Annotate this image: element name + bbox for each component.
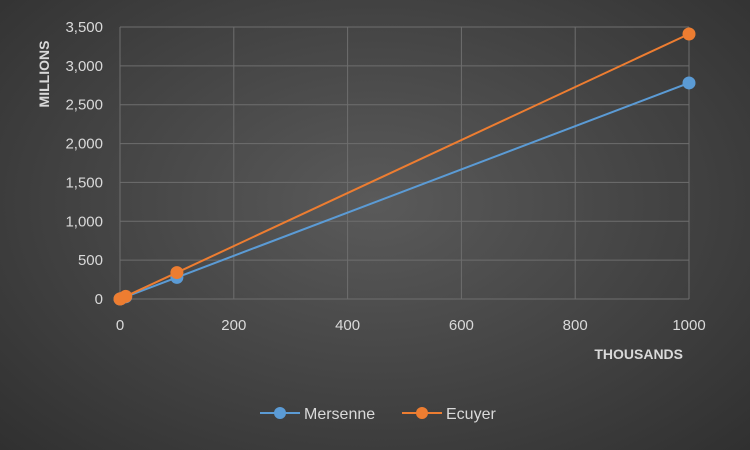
series-mersenne — [113, 76, 696, 306]
y-tick-label: 500 — [78, 252, 103, 269]
legend-marker — [416, 407, 428, 419]
legend-label: Ecuyer — [446, 406, 496, 423]
series-line — [119, 82, 690, 300]
x-tick-label: 0 — [116, 317, 124, 334]
legend-label: Mersenne — [304, 406, 375, 423]
x-tick-label: 200 — [221, 317, 246, 334]
x-axis-title: THOUSANDS — [594, 346, 683, 362]
y-tick-label: 3,500 — [65, 19, 103, 36]
y-tick-labels: 0 500 1,000 1,500 2,000 2,500 3,000 3,500 — [65, 19, 103, 308]
grid-lines — [119, 26, 690, 300]
x-tick-label: 1000 — [672, 317, 705, 334]
y-axis-title: MILLIONS — [36, 41, 52, 108]
series-ecuyer — [113, 27, 696, 306]
x-tick-labels: 0 200 400 600 800 1000 — [116, 317, 706, 334]
x-tick-label: 600 — [449, 317, 474, 334]
legend-item-ecuyer: Ecuyer — [402, 406, 496, 423]
x-tick-label: 800 — [563, 317, 588, 334]
y-tick-label: 3,000 — [65, 58, 103, 75]
data-point — [682, 27, 696, 41]
y-tick-label: 1,500 — [65, 174, 103, 191]
y-tick-label: 1,000 — [65, 213, 103, 230]
y-tick-label: 0 — [95, 291, 103, 308]
data-point — [170, 266, 184, 280]
legend-item-mersenne: Mersenne — [260, 406, 375, 423]
x-tick-label: 400 — [335, 317, 360, 334]
series-line — [119, 33, 690, 300]
y-tick-label: 2,000 — [65, 136, 103, 153]
y-tick-label: 2,500 — [65, 97, 103, 114]
legend-marker — [274, 407, 286, 419]
legend: Mersenne Ecuyer — [260, 406, 496, 423]
data-point — [119, 289, 133, 303]
series-layer — [113, 27, 696, 306]
data-point — [682, 76, 696, 90]
